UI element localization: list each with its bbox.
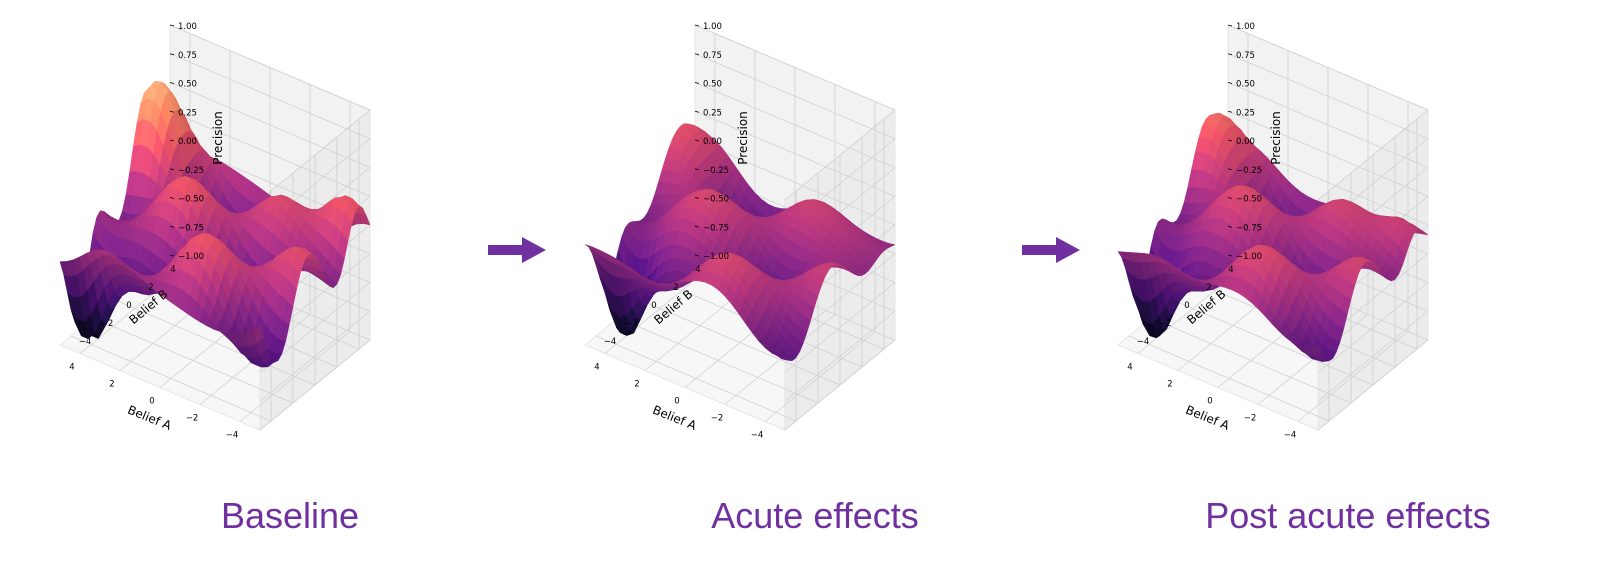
z-tick-label: 0.25	[703, 108, 722, 118]
y-tick-label: −2	[101, 319, 114, 329]
tick-labels: −4−2024−4−2024−1.00−0.75−0.50−0.250.000.…	[69, 22, 238, 441]
y-tick-label: −4	[604, 337, 617, 347]
z-axis-label: Precision	[211, 111, 225, 165]
y-tick-label: −4	[79, 337, 92, 347]
surface-mesh	[1117, 113, 1429, 362]
z-tick-label: −0.75	[703, 223, 729, 233]
tick-labels: −4−2024−4−2024−1.00−0.75−0.50−0.250.000.…	[594, 22, 763, 441]
z-tick-label: 0.50	[1236, 80, 1255, 90]
x-tick-label: −2	[1244, 414, 1257, 424]
z-tick-label: 1.00	[178, 22, 197, 32]
z-tick-label: 0.75	[703, 51, 722, 61]
z-tick-label: 0.75	[178, 51, 197, 61]
x-axis-label: Belief A	[1184, 403, 1233, 433]
surface-facet	[253, 325, 264, 344]
arrow-right-icon	[488, 237, 546, 263]
z-tick-label: 0.00	[1236, 137, 1255, 147]
y-tick-label: 0	[651, 301, 656, 311]
y-tick-label: −4	[1137, 337, 1150, 347]
y-tick-label: 0	[126, 301, 131, 311]
surface-plot: −4−2024−4−2024−1.00−0.75−0.50−0.250.000.…	[584, 22, 896, 441]
x-tick-label: 2	[634, 380, 639, 390]
z-tick-label: 0.25	[178, 108, 197, 118]
y-tick-label: 2	[673, 283, 678, 293]
caption-baseline: Baseline	[220, 495, 360, 536]
caption-post-acute: Post acute effects	[1205, 495, 1491, 536]
x-tick-label: −4	[226, 431, 239, 441]
y-tick-label: 4	[1228, 265, 1233, 275]
surface-facet	[1310, 345, 1323, 356]
plot-panel-baseline: −4 −2 0 2 4 −4 −2 0 2 4 −1.00 −0.75 −0.50 −0.25 0.00 0.…	[30, 0, 550, 581]
x-tick-label: −4	[1284, 431, 1297, 441]
x-tick-label: 0	[674, 397, 679, 407]
x-axis-label: Belief A	[126, 403, 175, 433]
y-tick-label: 2	[1206, 283, 1211, 293]
surface-mesh	[584, 123, 896, 361]
z-tick-label: −0.50	[178, 195, 204, 205]
z-tick-label: 0.50	[703, 80, 722, 90]
z-tick-label: −1.00	[178, 252, 204, 262]
x-tick-label: 0	[149, 397, 154, 407]
z-tick-label: −1.00	[1236, 252, 1262, 262]
z-tick-label: 1.00	[703, 22, 722, 32]
x-tick-label: 4	[1127, 363, 1132, 373]
y-tick-label: 0	[1184, 301, 1189, 311]
surface-mesh	[59, 80, 371, 368]
x-tick-label: 0	[1207, 397, 1212, 407]
surface-plot: −4−2024−4−2024−1.00−0.75−0.50−0.250.000.…	[59, 22, 371, 441]
x-tick-label: −4	[751, 431, 764, 441]
z-axis-label: Precision	[1269, 111, 1283, 165]
x-tick-label: 4	[69, 363, 74, 373]
x-tick-label: 4	[594, 363, 599, 373]
caption-acute: Acute effects	[711, 495, 919, 536]
arrow-right-icon	[1022, 237, 1080, 263]
z-axis-label: Precision	[736, 111, 750, 165]
y-tick-label: 2	[148, 283, 153, 293]
x-tick-label: 2	[1167, 380, 1172, 390]
z-tick-label: 0.00	[178, 137, 197, 147]
x-axis-label: Belief A	[651, 403, 700, 433]
z-tick-label: −0.25	[1236, 166, 1262, 176]
tick-labels: −4−2024−4−2024−1.00−0.75−0.50−0.250.000.…	[1127, 22, 1296, 441]
y-tick-label: −2	[1159, 319, 1172, 329]
plot-panel-post-acute: −4 −2 0 2 4 −4 −2 0 2 4 −1.00 −0.75 −0.50 −0.25 0.00 0.…	[1088, 0, 1608, 581]
z-tick-label: 0.00	[703, 137, 722, 147]
x-tick-label: −2	[711, 414, 724, 424]
x-tick-label: 2	[109, 380, 114, 390]
z-tick-label: −0.25	[703, 166, 729, 176]
z-tick-label: −0.25	[178, 166, 204, 176]
z-tick-label: 0.75	[1236, 51, 1255, 61]
z-tick-label: −0.75	[178, 223, 204, 233]
y-tick-label: 4	[170, 265, 175, 275]
z-tick-label: −1.00	[703, 252, 729, 262]
plot-panel-acute: −4 −2 0 2 4 −4 −2 0 2 4 −1.00 −0.75 −0.50 −0.25 0.00 0.…	[555, 0, 1075, 581]
surface-plot: −4−2024−4−2024−1.00−0.75−0.50−0.250.000.…	[1117, 22, 1429, 441]
z-tick-label: 0.50	[178, 80, 197, 90]
y-tick-label: 4	[695, 265, 700, 275]
z-tick-label: −0.75	[1236, 223, 1262, 233]
z-tick-label: −0.50	[703, 195, 729, 205]
surface-facet	[778, 356, 789, 361]
z-tick-label: 0.25	[1236, 108, 1255, 118]
x-tick-label: −2	[186, 414, 199, 424]
z-tick-label: 1.00	[1236, 22, 1255, 32]
z-tick-label: −0.50	[1236, 195, 1262, 205]
y-tick-label: −2	[626, 319, 639, 329]
